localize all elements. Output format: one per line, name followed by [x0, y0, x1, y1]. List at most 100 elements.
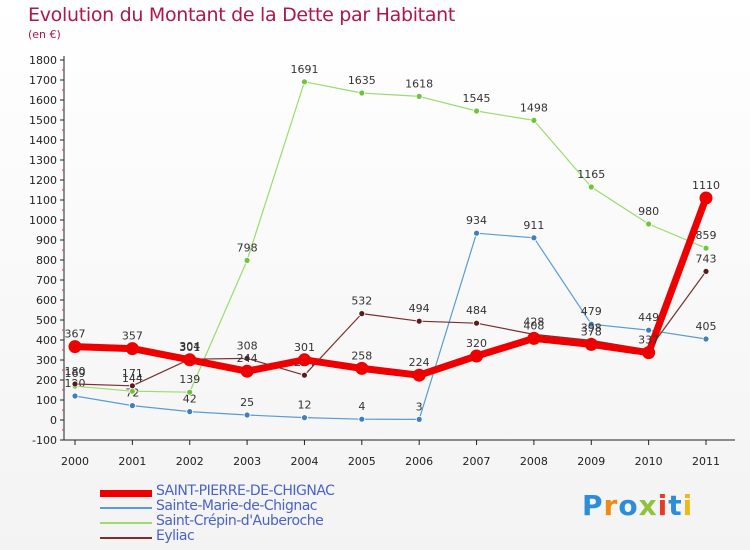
- series-line: [71, 194, 710, 379]
- data-point: [530, 117, 538, 124]
- data-point: [645, 326, 653, 334]
- data-label: 224: [409, 356, 430, 369]
- data-point: [186, 408, 194, 416]
- x-tick-label: 2004: [290, 455, 318, 468]
- data-point: [587, 183, 595, 191]
- y-tick-label: 700: [36, 274, 57, 287]
- data-point: [186, 388, 194, 396]
- data-point: [71, 380, 79, 388]
- data-label: 934: [466, 214, 487, 227]
- data-point: [584, 337, 598, 351]
- data-label: 911: [523, 219, 544, 232]
- y-tick-label: 1000: [29, 214, 57, 227]
- data-label: 484: [466, 304, 487, 317]
- data-label: 405: [696, 320, 717, 333]
- legend-swatch: [100, 522, 152, 524]
- data-label: 1498: [520, 101, 548, 114]
- legend-label: Saint-Crépin-d'Auberoche: [156, 513, 324, 529]
- data-label: 139: [179, 373, 200, 386]
- data-point: [243, 411, 251, 419]
- chart-title: Evolution du Montant de la Dette par Hab…: [28, 4, 456, 26]
- data-label: 494: [409, 302, 430, 315]
- data-point: [297, 353, 311, 367]
- data-point: [473, 107, 480, 115]
- data-point: [301, 414, 308, 422]
- data-point: [527, 331, 541, 345]
- y-tick-label: 1400: [29, 134, 57, 147]
- y-tick-label: 400: [36, 334, 57, 347]
- data-label: 1618: [405, 77, 433, 90]
- data-point: [68, 340, 82, 354]
- data-point: [473, 319, 480, 327]
- legend-label: SAINT-PIERRE-DE-CHIGNAC: [156, 483, 335, 499]
- data-point: [358, 415, 366, 423]
- data-point: [358, 310, 366, 318]
- data-label: 308: [237, 339, 258, 352]
- legend-swatch: [100, 490, 152, 497]
- data-label: 449: [638, 311, 659, 324]
- y-tick-label: 200: [36, 374, 57, 387]
- data-label: 859: [696, 229, 717, 242]
- y-tick-label: 500: [36, 314, 57, 327]
- data-label: 1635: [348, 74, 376, 87]
- y-tick-label: 800: [36, 254, 57, 267]
- y-tick-label: 1200: [29, 174, 57, 187]
- data-label: 180: [65, 365, 86, 378]
- series-line: [74, 270, 707, 387]
- data-label: 532: [351, 295, 372, 308]
- x-tick-label: 2005: [348, 455, 376, 468]
- x-tick-label: 2000: [61, 455, 89, 468]
- data-label: 144: [122, 372, 143, 385]
- data-point: [699, 191, 713, 205]
- data-label: 378: [581, 325, 602, 338]
- data-label: 428: [523, 315, 544, 328]
- data-label: 301: [179, 341, 200, 354]
- data-point: [71, 392, 79, 400]
- data-label: 1545: [463, 92, 491, 105]
- data-label: 244: [237, 352, 258, 365]
- data-point: [243, 256, 251, 264]
- x-tick-label: 2011: [692, 455, 720, 468]
- y-tick-label: -100: [32, 434, 57, 447]
- legend-label: Sainte-Marie-de-Chignac: [156, 498, 317, 514]
- x-tick-label: 2009: [577, 455, 605, 468]
- data-point: [128, 382, 136, 390]
- data-label: 798: [237, 241, 258, 254]
- data-point: [642, 346, 656, 360]
- data-point: [645, 220, 653, 228]
- data-label: 320: [466, 337, 487, 350]
- legend-label: Eyliac: [156, 528, 195, 544]
- y-tick-label: 1800: [29, 54, 57, 67]
- data-label: 12: [297, 399, 311, 412]
- data-point: [702, 267, 710, 275]
- data-label: 337: [638, 334, 659, 347]
- y-tick-label: 1500: [29, 114, 57, 127]
- legend-swatch: [100, 507, 152, 509]
- data-label: 304: [179, 340, 200, 353]
- data-label: 301: [294, 341, 315, 354]
- data-label: 1691: [290, 63, 318, 76]
- y-tick-label: 100: [36, 394, 57, 407]
- series-line: [74, 81, 707, 393]
- y-tick-label: 600: [36, 294, 57, 307]
- data-label: 479: [581, 305, 602, 318]
- data-label: 980: [638, 205, 659, 218]
- data-point: [412, 368, 426, 382]
- data-point: [702, 244, 710, 252]
- y-tick-label: 900: [36, 234, 57, 247]
- data-point: [240, 364, 254, 378]
- data-label: 357: [122, 330, 143, 343]
- data-label: 1110: [692, 179, 720, 192]
- y-tick-label: 1600: [29, 94, 57, 107]
- data-label: 408: [523, 319, 544, 332]
- data-point: [183, 353, 197, 367]
- data-label: 3: [416, 400, 423, 413]
- x-tick-label: 2010: [635, 455, 663, 468]
- x-tick-label: 2007: [463, 455, 491, 468]
- data-point: [301, 371, 308, 379]
- y-tick-label: 1100: [29, 194, 57, 207]
- data-point: [415, 93, 423, 100]
- data-label: 1165: [577, 168, 605, 181]
